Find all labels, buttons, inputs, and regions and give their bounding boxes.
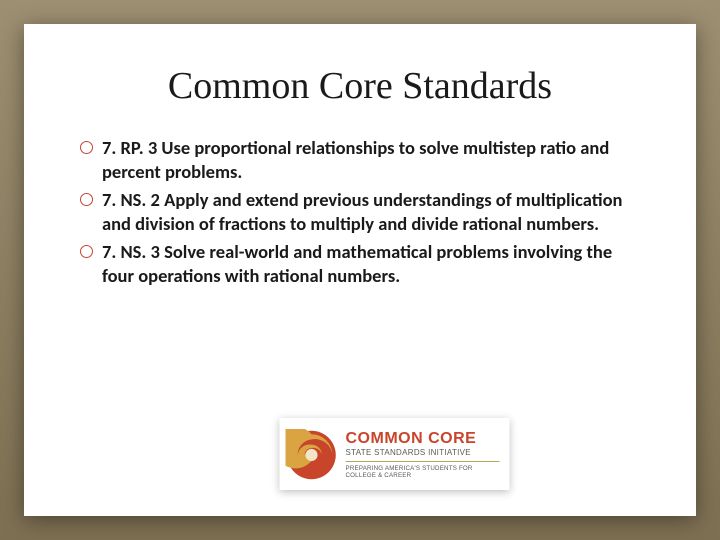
slide: Common Core Standards 7. RP. 3 Use propo… — [24, 24, 696, 516]
bullet-list: 7. RP. 3 Use proportional relationships … — [72, 136, 648, 288]
common-core-logo: COMMON CORE STATE STANDARDS INITIATIVE P… — [280, 418, 510, 490]
logo-sub-text: STATE STANDARDS INITIATIVE — [346, 449, 500, 457]
list-item: 7. RP. 3 Use proportional relationships … — [80, 136, 648, 184]
logo-text: COMMON CORE STATE STANDARDS INITIATIVE P… — [346, 431, 500, 478]
page-title: Common Core Standards — [72, 64, 648, 108]
logo-divider — [346, 461, 500, 462]
logo-tagline: PREPARING AMERICA'S STUDENTS FOR COLLEGE… — [346, 466, 500, 478]
logo-main-text: COMMON CORE — [346, 431, 500, 447]
list-item: 7. NS. 2 Apply and extend previous under… — [80, 188, 648, 236]
swirl-icon — [286, 429, 338, 481]
list-item: 7. NS. 3 Solve real-world and mathematic… — [80, 240, 648, 288]
